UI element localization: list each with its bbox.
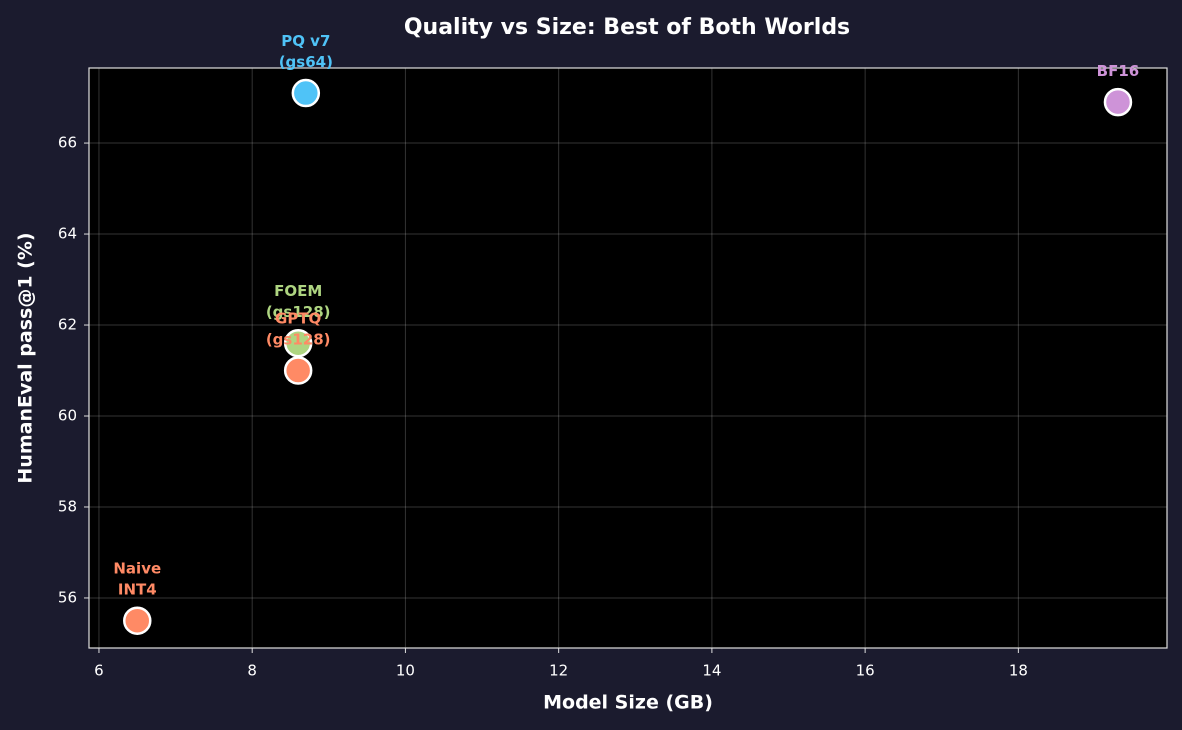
y-tick-label: 64 <box>58 225 77 243</box>
point-label: FOEM (gs128) <box>266 282 331 321</box>
x-tick-label: 16 <box>856 662 875 680</box>
x-tick-label: 10 <box>396 662 415 680</box>
x-axis-label: Model Size (GB) <box>543 692 713 714</box>
point <box>291 78 321 108</box>
y-tick-label: 66 <box>58 134 77 152</box>
x-tick-label: 14 <box>702 662 721 680</box>
point <box>283 328 313 358</box>
chart-title: Quality vs Size: Best of Both Worlds <box>404 15 850 40</box>
y-tick-label: 60 <box>58 407 77 425</box>
y-axis-label: HumanEval pass@1 (%) <box>15 232 37 483</box>
point-label: Naive INT4 <box>113 559 161 598</box>
x-tick-label: 12 <box>549 662 568 680</box>
grid <box>89 68 1167 648</box>
x-tick-label: 8 <box>247 662 257 680</box>
x-tick-label: 18 <box>1009 662 1028 680</box>
point <box>123 606 152 635</box>
point-label: GPTQ (gs128) <box>266 309 331 348</box>
point-label: BF16 <box>1097 62 1140 80</box>
point-label: PQ v7 (gs64) <box>279 32 333 71</box>
plot-area <box>89 68 1167 648</box>
y-tick-label: 56 <box>58 588 77 606</box>
point <box>283 356 313 385</box>
y-tick-label: 58 <box>58 497 77 515</box>
y-tick-label: 62 <box>58 316 77 334</box>
x-tick-label: 6 <box>94 662 104 680</box>
plot-frame <box>88 67 1168 649</box>
point <box>1103 87 1133 117</box>
